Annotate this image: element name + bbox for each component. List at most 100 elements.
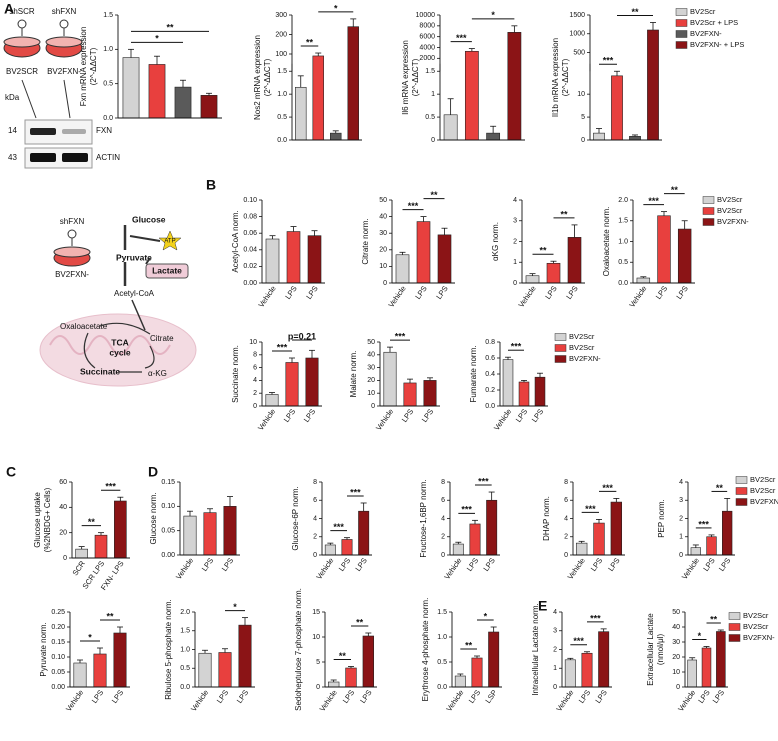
y-tick-label: 4000: [419, 44, 435, 51]
x-tick-label: Vehicle: [517, 284, 538, 309]
y-tick-label: 0: [441, 552, 445, 559]
x-tick-label: LPS: [400, 407, 416, 424]
significance-label: **: [339, 651, 347, 661]
bar: [486, 499, 498, 556]
y-tick-label: 6: [564, 497, 568, 504]
x-tick-label: Vehicle: [627, 284, 648, 309]
significance-label: *: [484, 611, 488, 621]
bar: [437, 234, 452, 284]
y-tick-label: 1.5: [425, 68, 435, 75]
significance-label: *: [698, 631, 702, 641]
bar: [203, 512, 217, 556]
cycle-arrow: [83, 332, 96, 369]
y-tick-label: 0.10: [161, 503, 175, 510]
x-tick-label: LPS: [110, 688, 126, 705]
protein-label: FXN: [96, 126, 112, 135]
y-axis-label: (%2NBDG+ Cells): [43, 487, 52, 552]
y-axis-label: Fructose-1,6BP norm.: [419, 479, 428, 557]
y-tick-label: 50: [367, 339, 375, 346]
x-tick-label: LPS: [717, 556, 733, 573]
x-tick-label: LPS: [302, 407, 318, 424]
bar: [452, 543, 464, 556]
legend-swatch: [554, 333, 567, 341]
y-tick-label: 10: [367, 390, 375, 397]
diagram-label: Oxaloacetate: [60, 322, 108, 331]
panel-letter: C: [6, 464, 16, 480]
y-tick-label: 4: [553, 609, 557, 616]
y-tick-label: 2: [441, 534, 445, 541]
bar: [546, 262, 561, 284]
significance-label: **: [631, 7, 639, 17]
y-tick-label: 40: [59, 504, 67, 511]
bar: [312, 55, 324, 141]
y-tick-label: 1000: [569, 31, 585, 38]
y-tick-label: 0.0: [277, 137, 287, 144]
y-tick-label: 10: [312, 634, 320, 641]
bar: [285, 362, 299, 407]
y-tick-label: 0.5: [103, 81, 113, 88]
bar: [113, 632, 127, 688]
y-tick-label: 1.5: [437, 609, 447, 616]
legend-label: BV2Scr: [717, 206, 743, 215]
panel-letter: D: [148, 464, 158, 480]
legend-swatch: [702, 196, 715, 204]
x-tick-label: LPS: [282, 407, 298, 424]
significance-label: **: [465, 640, 473, 650]
y-tick-label: 6: [441, 497, 445, 504]
y-tick-label: 0: [581, 137, 585, 144]
y-tick-label: 500: [573, 49, 585, 56]
x-tick-label: LPS: [200, 556, 216, 573]
y-axis-label: Erythrose 4-phosphate norm.: [421, 598, 430, 702]
significance-label: *: [491, 10, 495, 20]
y-tick-label: 8: [564, 479, 568, 486]
y-tick-label: 4: [441, 515, 445, 522]
y-tick-label: 10: [672, 669, 680, 676]
legend-label: BV2Scr: [690, 7, 716, 16]
y-tick-label: 8000: [419, 23, 435, 30]
x-tick-label: LPS: [701, 556, 717, 573]
dish-top: [45, 36, 83, 48]
diagram-label: TCA: [111, 337, 128, 347]
bar: [486, 132, 501, 141]
y-axis-label: Glucose-6P norm.: [291, 486, 300, 550]
diagram-label: Lactate: [152, 265, 182, 275]
construct-label: shSCR: [9, 7, 35, 16]
y-tick-label: 1: [553, 665, 557, 672]
panel-letter: B: [206, 177, 216, 193]
significance-label: ***: [333, 522, 344, 532]
y-tick-label: 2: [679, 515, 683, 522]
significance-label: ***: [648, 196, 659, 206]
bar: [330, 132, 342, 141]
y-axis-label: Nos2 mRNA expression: [253, 35, 262, 120]
y-tick-label: 0: [371, 403, 375, 410]
diagram-label: α-KG: [148, 369, 167, 378]
y-tick-label: 0: [63, 555, 67, 562]
bar: [706, 536, 717, 556]
panel-letter: A: [4, 1, 14, 17]
band: [30, 153, 56, 162]
significance-label: **: [88, 517, 96, 527]
arrow: [63, 79, 71, 119]
significance-label: *: [233, 602, 237, 612]
y-tick-label: 0.08: [243, 213, 257, 220]
bar: [265, 238, 280, 284]
bar: [687, 659, 697, 688]
y-tick-label: 0: [253, 403, 257, 410]
significance-label: ***: [350, 487, 361, 497]
band: [62, 153, 88, 162]
legend-swatch: [728, 634, 741, 642]
y-tick-label: 0.0: [485, 403, 495, 410]
unit-label: kDa: [5, 93, 20, 102]
y-tick-label: 3: [513, 218, 517, 225]
x-tick-label: Vehicle: [566, 556, 587, 581]
x-tick-label: LPS: [304, 284, 320, 301]
y-tick-label: 0.5: [437, 659, 447, 666]
y-axis-label: (2^-ΔΔCT): [561, 58, 570, 96]
legend-swatch: [702, 207, 715, 215]
bar: [345, 667, 357, 688]
virus-icon: [67, 229, 77, 239]
virus-icon: [17, 19, 27, 29]
y-tick-label: 1.5: [618, 218, 628, 225]
significance-label: ***: [603, 56, 614, 66]
legend-swatch: [735, 498, 748, 506]
